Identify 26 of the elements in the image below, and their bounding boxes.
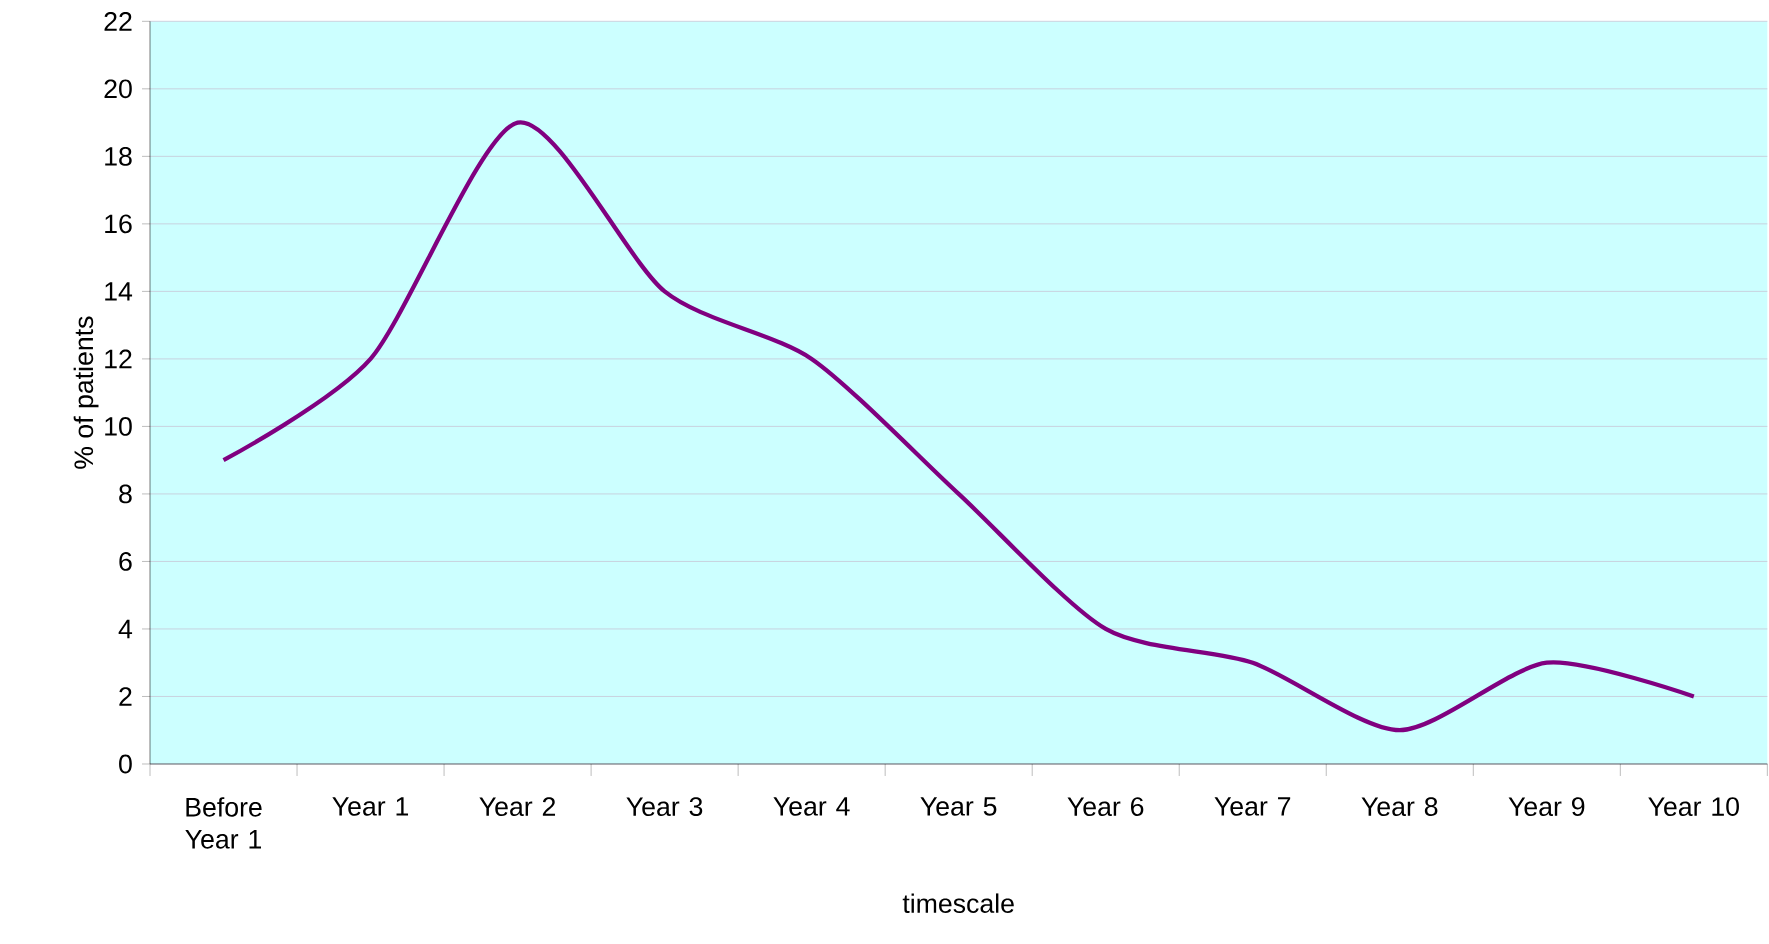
x-tick-label: Year 3 <box>626 797 703 817</box>
y-tick-label: 16 <box>105 214 132 234</box>
x-tick-label: Year 4 <box>773 797 850 816</box>
y-tick-label: 6 <box>119 552 132 571</box>
x-tick-label: Year 1 <box>332 797 409 816</box>
line-series <box>221 120 1696 733</box>
y-tick-label: 4 <box>118 619 133 639</box>
y-tick-label: 22 <box>104 12 132 31</box>
y-tick-label: 12 <box>105 349 132 369</box>
y-tick-label: 14 <box>105 282 133 301</box>
x-tick-label: Year 9 <box>1508 797 1585 817</box>
y-tick-label: 0 <box>119 754 132 774</box>
x-tick-label: Year 5 <box>920 797 997 816</box>
x-tick-label: Year 7 <box>1214 797 1291 816</box>
y-axis-title: % of patients <box>73 316 99 469</box>
x-tick-label: Before Year 1 <box>185 797 262 849</box>
x-tick-label: Year 2 <box>479 797 556 817</box>
y-tick-label: 20 <box>104 79 132 99</box>
y-tick-label: 2 <box>119 687 132 706</box>
y-tick-label: 18 <box>105 146 132 166</box>
y-tick-label: 10 <box>105 416 132 436</box>
x-axis-title: timescale <box>902 893 1014 913</box>
x-tick-label: Year 6 <box>1067 797 1144 817</box>
x-tick-label: Year 10 <box>1648 797 1739 817</box>
y-tick-label: 8 <box>119 484 132 504</box>
x-tick-label: Year 8 <box>1361 797 1438 817</box>
